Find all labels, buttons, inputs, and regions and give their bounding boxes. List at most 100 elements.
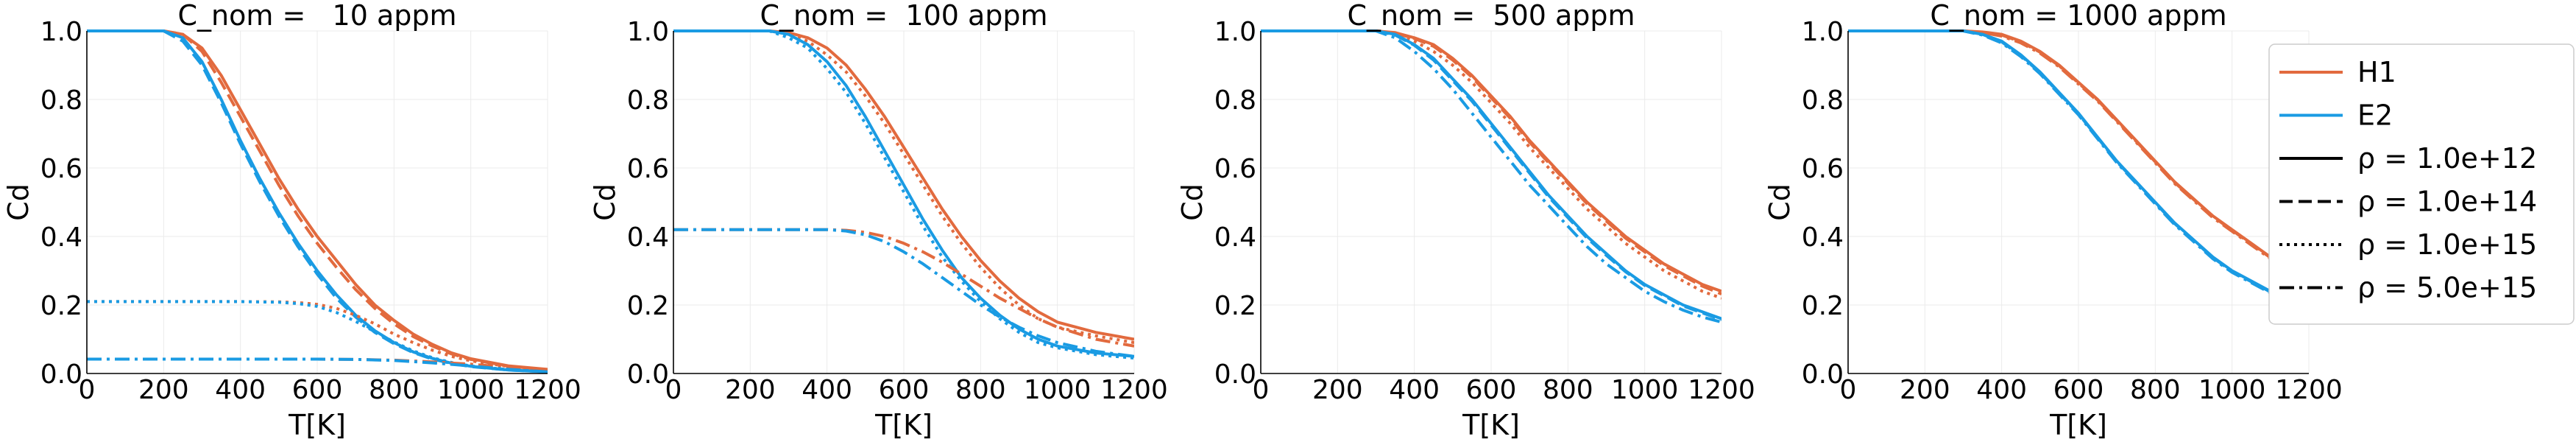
x-tick-label: 200 (138, 375, 189, 405)
chart-title: C_nom = 100 appm (760, 0, 1047, 32)
series-line-h1-dashdot (673, 228, 1134, 348)
x-tick-label: 600 (2053, 375, 2104, 405)
x-tick-label: 600 (1466, 375, 1517, 405)
legend: H1 E2 ρ = 1.0e+12 ρ = 1.0e+14 ρ = 1.0e+15 ρ =… (2268, 43, 2575, 325)
chart-panel-1: 0 200 400 600 800 1000 1200 0.0 0.2 0.4 0.6 0.8 1.0 C… (2, 0, 581, 441)
x-tick-label: 200 (725, 375, 776, 405)
y-tick-label: 0.0 (40, 359, 82, 390)
y-tick-label: 1.0 (40, 17, 82, 47)
y-tick-label: 0.8 (40, 85, 82, 116)
x-tick-label: 1000 (2198, 375, 2266, 405)
legend-label: ρ = 1.0e+15 (2357, 228, 2537, 261)
chart-title: C_nom = 1000 appm (1930, 0, 2226, 32)
x-tick-label: 1200 (514, 375, 581, 405)
y-tick-label: 1.0 (1214, 17, 1256, 47)
x-tick-label: 200 (1900, 375, 1950, 405)
y-tick-label: 0.0 (1802, 359, 1844, 390)
series-group (673, 29, 1134, 360)
legend-label: H1 (2357, 56, 2396, 88)
x-tick-label: 400 (1976, 375, 2027, 405)
y-tick-label: 0.4 (627, 222, 669, 253)
series-line-e2-dashdot (673, 228, 1134, 358)
chart-panel-4: 0 200 400 600 800 1000 1200 0.0 0.2 0.4 0.6 0.8 1.0 C… (1763, 0, 2343, 441)
y-tick-label: 0.6 (627, 154, 669, 184)
legend-label: ρ = 1.0e+14 (2357, 186, 2537, 218)
legend-item-e2: E2 (2279, 99, 2393, 132)
series-line-e2-solid (673, 29, 1134, 358)
x-tick-label: 1200 (1100, 375, 1168, 405)
x-axis-label: T[K] (2049, 409, 2107, 441)
legend-label: ρ = 1.0e+12 (2357, 142, 2537, 175)
x-tick-label: 1000 (437, 375, 505, 405)
series-group (87, 29, 548, 373)
series-group (1261, 29, 1722, 324)
legend-item-dotted: ρ = 1.0e+15 (2279, 228, 2537, 261)
x-tick-label: 200 (1312, 375, 1363, 405)
x-tick-label: 1000 (1611, 375, 1679, 405)
legend-label: E2 (2357, 99, 2393, 132)
x-tick-label: 1200 (1688, 375, 1755, 405)
y-tick-label: 0.0 (1214, 359, 1256, 390)
y-tick-label: 0.6 (1214, 154, 1256, 184)
y-axis-label: Cd (1763, 183, 1796, 221)
legend-box (2268, 43, 2575, 325)
legend-item-dashed: ρ = 1.0e+14 (2279, 186, 2537, 218)
y-axis-label: Cd (2, 183, 35, 221)
chart-panel-2: 0 200 400 600 800 1000 1200 0.0 0.2 0.4 0.6 0.8 1.0 C… (589, 0, 1168, 441)
x-tick-label: 0 (1253, 375, 1270, 405)
x-tick-label: 1200 (2275, 375, 2343, 405)
y-tick-label: 0.4 (1214, 222, 1256, 253)
y-tick-label: 0.2 (1214, 291, 1256, 321)
legend-item-h1: H1 (2279, 56, 2396, 88)
x-tick-label: 600 (292, 375, 343, 405)
series-line-e2-dashdot (87, 357, 548, 373)
y-tick-label: 0.6 (1802, 154, 1844, 184)
x-tick-label: 400 (1389, 375, 1440, 405)
y-tick-label: 0.4 (40, 222, 82, 253)
series-line-h1-solid (673, 29, 1134, 341)
y-tick-label: 0.4 (1802, 222, 1844, 253)
x-tick-label: 800 (2130, 375, 2181, 405)
x-tick-label: 800 (369, 375, 420, 405)
y-axis-label: Cd (1176, 183, 1209, 221)
series-line-h1-dashdot (1848, 29, 2309, 281)
legend-item-dashdot: ρ = 5.0e+15 (2279, 272, 2537, 304)
x-tick-label: 400 (215, 375, 266, 405)
y-tick-label: 0.8 (1802, 85, 1844, 116)
x-axis-label: T[K] (1462, 409, 1520, 441)
x-tick-label: 600 (879, 375, 930, 405)
y-tick-label: 1.0 (1802, 17, 1844, 47)
y-tick-label: 0.2 (627, 291, 669, 321)
x-tick-label: 400 (802, 375, 852, 405)
series-line-e2-dotted (673, 29, 1134, 360)
y-tick-label: 0.0 (627, 359, 669, 390)
series-line-h1-dashed (1261, 29, 1722, 295)
legend-item-solid: ρ = 1.0e+12 (2279, 142, 2537, 175)
series-line-e2-dashed (1261, 29, 1722, 321)
x-tick-label: 0 (665, 375, 682, 405)
series-line-e2-dashed (87, 29, 548, 373)
x-tick-label: 1000 (1024, 375, 1091, 405)
y-tick-label: 1.0 (627, 17, 669, 47)
y-axis-label: Cd (589, 183, 621, 221)
x-axis-label: T[K] (874, 409, 933, 441)
series-line-e2-solid (87, 29, 548, 373)
x-tick-label: 0 (1840, 375, 1857, 405)
y-tick-label: 0.8 (1214, 85, 1256, 116)
chart-panel-3: 0 200 400 600 800 1000 1200 0.0 0.2 0.4 0.6 0.8 1.0 C… (1176, 0, 1755, 441)
y-tick-label: 0.6 (40, 154, 82, 184)
series-line-h1-dotted (87, 300, 548, 371)
legend-label: ρ = 5.0e+15 (2357, 272, 2537, 304)
chart-title: C_nom = 10 appm (177, 0, 456, 32)
x-axis-label: T[K] (288, 409, 346, 441)
chart-title: C_nom = 500 appm (1347, 0, 1635, 32)
x-tick-label: 800 (955, 375, 1006, 405)
x-tick-label: 800 (1543, 375, 1593, 405)
series-line-e2-dashdot (1261, 29, 1722, 324)
x-tick-label: 0 (79, 375, 96, 405)
y-tick-label: 0.2 (40, 291, 82, 321)
series-group (1848, 29, 2309, 312)
series-line-e2-dashdot (1848, 29, 2309, 312)
